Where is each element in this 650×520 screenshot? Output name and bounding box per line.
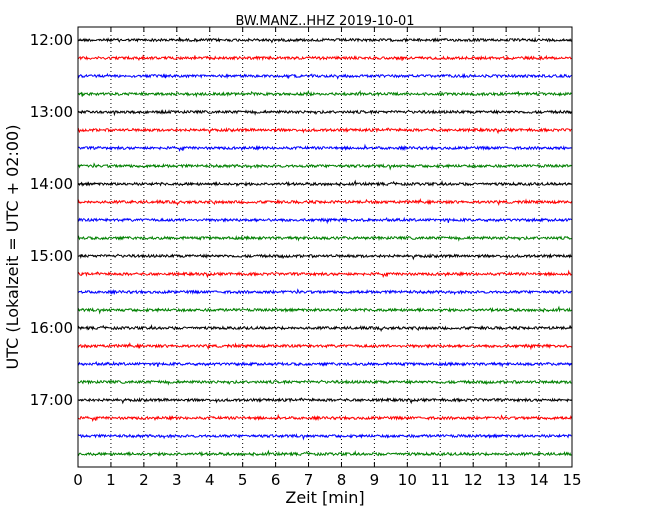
trace-line: [77, 379, 572, 386]
trace-line: [77, 323, 572, 333]
y-tick-label: 14:00: [30, 175, 73, 193]
seismic-traces: [77, 36, 572, 458]
trace-line: [77, 305, 572, 315]
x-tick-label: 11: [431, 471, 450, 489]
x-tick-label: 2: [139, 471, 149, 489]
trace-line: [77, 109, 572, 117]
y-tick-label: 15:00: [30, 247, 73, 265]
x-tick-label: 3: [172, 471, 182, 489]
trace-line: [77, 252, 572, 261]
trace-line: [77, 126, 572, 135]
trace-line: [77, 269, 572, 279]
x-tick-label: 12: [464, 471, 483, 489]
trace-line: [77, 449, 572, 458]
x-tick-label: 1: [106, 471, 116, 489]
x-tick-label: 14: [530, 471, 549, 489]
trace-line: [77, 197, 572, 207]
trace-line: [77, 36, 572, 44]
x-tick-label: 0: [73, 471, 83, 489]
x-tick-label: 15: [562, 471, 581, 489]
trace-line: [77, 396, 572, 405]
grid-lines: [110, 27, 540, 467]
x-tick-label: 7: [304, 471, 314, 489]
trace-line: [77, 341, 572, 351]
x-tick-label: 4: [205, 471, 215, 489]
y-tick-label: 17:00: [30, 391, 73, 409]
y-tick-label: 13:00: [30, 103, 73, 121]
chart-title: BW.MANZ..HHZ 2019-10-01: [235, 14, 414, 29]
x-tick-label: 10: [398, 471, 417, 489]
x-tick-label: 8: [337, 471, 347, 489]
y-axis-ticks: 12:00 13:00 14:00 15:00 16:00 17:00: [30, 31, 572, 409]
trace-line: [77, 179, 572, 188]
trace-line: [77, 54, 572, 62]
trace-line: [77, 162, 572, 171]
trace-line: [77, 413, 572, 422]
x-tick-label: 13: [497, 471, 516, 489]
trace-line: [77, 433, 572, 441]
x-axis-ticks: 0 1 2 3 4 5 6 7 8 9 10 11 12 13 14 15: [73, 27, 582, 489]
x-tick-label: 5: [238, 471, 248, 489]
plot-frame: [77, 26, 573, 468]
y-axis-label: UTC (Lokalzeit = UTC + 02:00): [3, 125, 22, 370]
y-tick-label: 12:00: [30, 31, 73, 49]
y-tick-label: 16:00: [30, 319, 73, 337]
x-axis-label: Zeit [min]: [285, 488, 364, 507]
trace-line: [77, 360, 572, 368]
trace-line: [77, 143, 572, 152]
trace-line: [77, 216, 572, 225]
trace-line: [77, 72, 572, 80]
x-tick-label: 6: [271, 471, 281, 489]
trace-line: [77, 89, 572, 98]
x-tick-label: 9: [370, 471, 380, 489]
trace-line: [77, 234, 572, 242]
trace-line: [77, 288, 572, 296]
